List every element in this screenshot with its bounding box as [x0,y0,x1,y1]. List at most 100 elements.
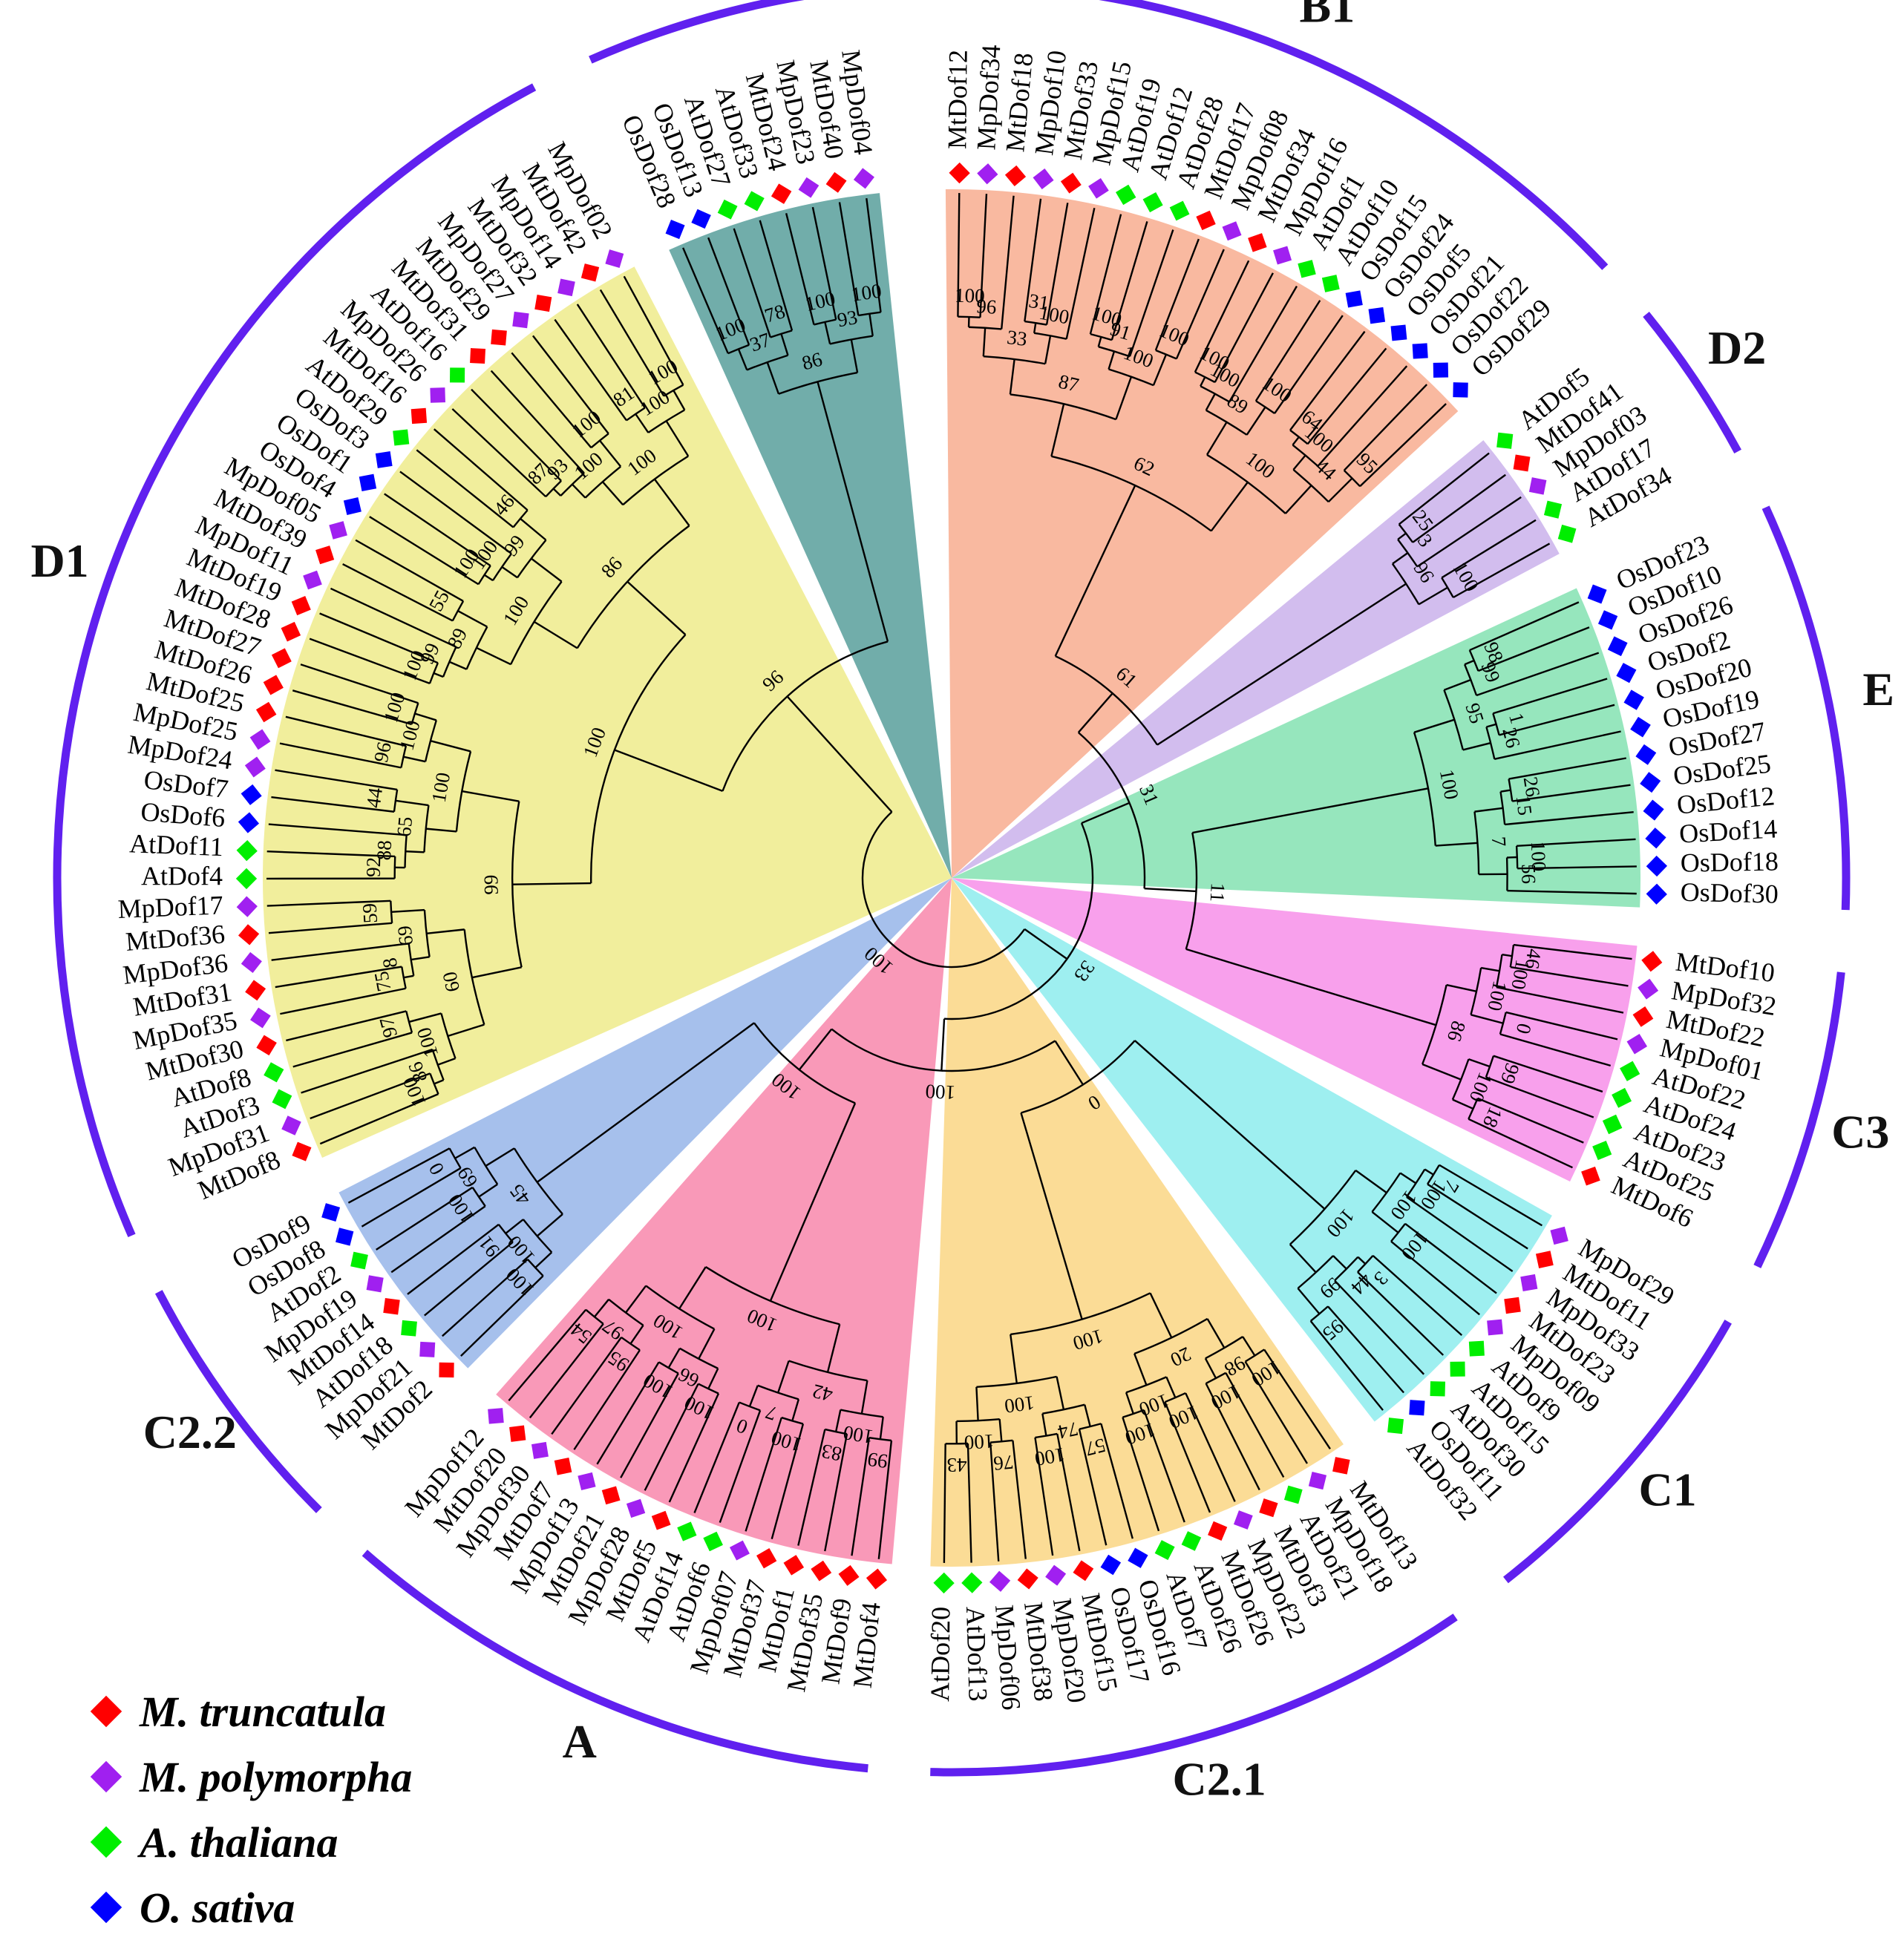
species-diamond-icon [730,1541,750,1561]
species-diamond-icon [703,1532,723,1552]
species-diamond-icon [256,702,276,722]
bootstrap-value: 15 [1512,794,1537,817]
clade-label: A [563,1715,597,1768]
species-diamond-icon [557,278,575,296]
species-diamond-icon [376,451,393,468]
species-diamond-icon [470,348,485,364]
species-diamond-icon [264,1062,284,1082]
bootstrap-value: 69 [393,925,418,947]
species-diamond-icon [1536,1251,1554,1268]
species-diamond-icon [509,1426,526,1442]
bootstrap-value: 100 [1003,1392,1036,1418]
species-diamond-icon [1612,1088,1632,1108]
species-diamond-icon [236,868,257,889]
species-diamond-icon [367,1275,384,1292]
species-diamond-icon [1646,856,1667,876]
species-diamond-icon [554,1458,572,1475]
bootstrap-value: 44 [362,786,387,809]
species-diamond-icon [1223,221,1242,240]
species-diamond-icon [1529,477,1547,495]
species-diamond-icon [531,1442,549,1459]
bootstrap-value: 65 [393,816,416,838]
bootstrap-value: 88 [373,840,396,861]
tree-branch [1145,888,1197,891]
species-diamond-icon [1638,979,1658,1000]
species-diamond-icon [1045,1565,1066,1586]
species-diamond-icon [1346,290,1363,307]
species-diamond-icon [439,1363,454,1377]
leaf-label: MpDof17 [117,890,224,924]
species-diamond-icon [1409,1400,1424,1415]
legend-item-m-truncatula: M. truncatula [88,1679,412,1744]
species-diamond-icon [1128,1548,1148,1568]
clade-label: C3 [1831,1105,1889,1158]
species-diamond-icon [1182,1531,1202,1551]
species-diamond-icon [1259,1498,1277,1517]
species-diamond-icon [1514,454,1531,471]
species-diamond-icon [245,980,266,1000]
species-diamond-icon [961,1572,982,1593]
species-diamond-icon [691,209,710,229]
species-diamond-icon [1430,1381,1445,1396]
species-diamond-icon [1309,1472,1326,1490]
species-diamond-icon [1196,211,1215,230]
species-diamond-icon [1170,201,1190,221]
tree-branch [512,883,591,885]
species-diamond-icon [281,1115,301,1135]
species-diamond-icon [1033,168,1054,189]
species-diamond-icon [1413,343,1428,358]
species-diamond-icon [1143,192,1163,212]
bootstrap-value: 33 [1006,326,1028,350]
species-diamond-icon [1208,1521,1227,1541]
diamond-icon [91,1826,122,1858]
species-diamond-icon [949,163,969,183]
bootstrap-value: 76 [992,1451,1015,1475]
bootstrap-value: 100 [925,1080,956,1104]
species-diamond-icon [272,648,292,668]
legend-label: M. truncatula [140,1687,386,1737]
species-diamond-icon [241,952,262,973]
species-diamond-icon [1496,433,1513,449]
species-diamond-icon [784,1555,805,1576]
species-diamond-icon [1433,362,1448,377]
species-diamond-icon [241,784,262,805]
species-diamond-icon [238,812,259,833]
bootstrap-value: 99 [866,1448,889,1472]
leaf-label: MpDof06 [989,1604,1027,1711]
bootstrap-value: 43 [946,1454,966,1476]
species-diamond-icon [1627,1034,1647,1054]
legend-label: O. sativa [140,1883,295,1933]
species-diamond-icon [1588,585,1607,604]
species-diamond-icon [303,571,322,590]
tree-branch [590,0,851,60]
species-diamond-icon [602,1486,621,1504]
species-diamond-icon [1248,233,1266,252]
species-diamond-icon [1116,185,1136,205]
bootstrap-value: 93 [836,306,860,331]
clade-label: C1 [1638,1463,1696,1515]
species-diamond-icon [1598,610,1617,629]
species-diamond-icon [866,1569,887,1590]
legend-item-o-sativa: O. sativa [88,1875,412,1940]
species-diamond-icon [430,387,445,403]
bootstrap-value: 7 [1488,836,1511,847]
species-diamond-icon [1592,1141,1612,1160]
bootstrap-value: 11 [1206,882,1229,903]
species-diamond-icon [1645,828,1666,848]
leaf-label: AtDof13 [961,1606,993,1702]
species-diamond-icon [1603,1115,1623,1135]
species-diamond-icon [488,1408,504,1424]
species-diamond-icon [1469,1341,1485,1357]
species-diamond-icon [1061,173,1082,194]
species-diamond-icon [1088,178,1109,199]
species-diamond-icon [826,172,847,193]
species-diamond-icon [401,1320,417,1337]
species-diamond-icon [1101,1555,1122,1576]
species-diamond-icon [1332,1457,1350,1475]
species-diamond-icon [1284,1486,1303,1504]
bootstrap-value: 59 [359,902,382,924]
species-diamond-icon [256,1035,276,1055]
species-diamond-icon [933,1573,954,1593]
species-diamond-icon [1387,1418,1404,1434]
